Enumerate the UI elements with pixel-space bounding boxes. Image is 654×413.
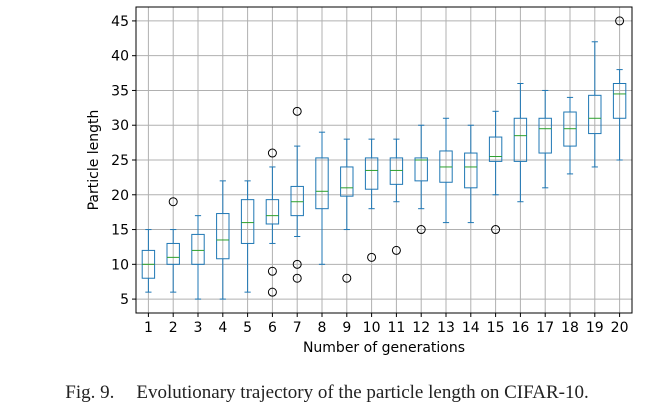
box-5 bbox=[240, 180, 255, 293]
iqr-box bbox=[389, 157, 404, 185]
x-tick-label: 20 bbox=[611, 320, 629, 336]
box-20 bbox=[612, 16, 627, 161]
outlier-point bbox=[342, 273, 352, 283]
y-tick-label: 20 bbox=[111, 188, 129, 204]
box-9 bbox=[340, 138, 354, 283]
iqr-box bbox=[513, 117, 528, 162]
x-tick-label: 7 bbox=[293, 320, 302, 336]
iqr-box bbox=[315, 157, 329, 210]
x-tick-label: 3 bbox=[194, 320, 203, 336]
x-tick-label: 13 bbox=[437, 320, 455, 336]
figure-caption: Fig. 9. Evolutionary trajectory of the pa… bbox=[0, 382, 654, 404]
box-10 bbox=[364, 138, 379, 262]
caption-label: Fig. 9. bbox=[65, 382, 115, 403]
iqr-box bbox=[340, 166, 354, 197]
x-tick-label: 17 bbox=[536, 320, 554, 336]
outlier-point bbox=[292, 273, 302, 283]
box-6 bbox=[265, 148, 280, 297]
x-tick-label: 4 bbox=[218, 320, 227, 336]
y-tick-label: 5 bbox=[120, 292, 129, 308]
outlier-point bbox=[168, 197, 178, 207]
x-tick-label: 6 bbox=[268, 320, 277, 336]
x-tick-label: 12 bbox=[412, 320, 430, 336]
box-8 bbox=[315, 131, 329, 265]
x-tick-label: 19 bbox=[586, 320, 604, 336]
x-tick-label: 1 bbox=[144, 320, 153, 336]
outlier-point bbox=[267, 148, 277, 158]
box-3 bbox=[191, 215, 205, 300]
x-tick-label: 5 bbox=[243, 320, 252, 336]
iqr-box bbox=[588, 94, 602, 135]
iqr-box bbox=[191, 233, 205, 265]
x-tick-label: 18 bbox=[561, 320, 579, 336]
y-axis-ticks: 5 10 15 20 25 30 35 40 45 bbox=[111, 14, 136, 308]
outlier-point bbox=[615, 16, 625, 26]
box-2 bbox=[166, 197, 180, 293]
y-tick-label: 10 bbox=[111, 257, 129, 273]
y-tick-label: 45 bbox=[111, 14, 129, 30]
y-tick-label: 15 bbox=[111, 223, 129, 239]
box-18 bbox=[563, 96, 577, 175]
y-tick-label: 25 bbox=[111, 153, 129, 169]
iqr-box bbox=[166, 242, 180, 265]
iqr-box bbox=[364, 157, 379, 190]
iqr-box bbox=[488, 136, 503, 162]
x-tick-label: 15 bbox=[487, 320, 505, 336]
box-1 bbox=[141, 229, 156, 293]
outlier-point bbox=[491, 225, 501, 235]
box-15 bbox=[488, 110, 503, 235]
iqr-box bbox=[265, 199, 280, 225]
outlier-point bbox=[391, 245, 401, 255]
x-tick-label: 2 bbox=[169, 320, 178, 336]
outlier-point bbox=[416, 225, 426, 235]
y-tick-label: 35 bbox=[111, 83, 129, 99]
x-tick-label: 14 bbox=[462, 320, 480, 336]
y-axis-label: Particle length bbox=[86, 110, 102, 211]
x-tick-label: 11 bbox=[387, 320, 405, 336]
box-12 bbox=[414, 124, 428, 235]
outlier-point bbox=[292, 259, 302, 269]
box-13 bbox=[439, 117, 453, 224]
box-11 bbox=[389, 138, 404, 255]
iqr-box bbox=[464, 152, 478, 189]
box-7 bbox=[290, 106, 304, 283]
caption-text: Evolutionary trajectory of the particle … bbox=[136, 382, 589, 403]
grid-lines bbox=[136, 7, 632, 313]
iqr-box bbox=[240, 199, 255, 244]
y-tick-label: 30 bbox=[111, 118, 129, 134]
box-4 bbox=[216, 180, 230, 300]
outlier-point bbox=[267, 287, 277, 297]
iqr-box bbox=[414, 157, 428, 182]
box-17 bbox=[538, 89, 552, 189]
x-tick-label: 8 bbox=[318, 320, 327, 336]
y-tick-label: 40 bbox=[111, 49, 129, 65]
x-tick-label: 10 bbox=[363, 320, 381, 336]
iqr-box bbox=[290, 185, 304, 217]
x-tick-label: 16 bbox=[511, 320, 529, 336]
box-14 bbox=[464, 124, 478, 224]
box-19 bbox=[588, 41, 602, 168]
outlier-point bbox=[292, 106, 302, 116]
iqr-box bbox=[216, 213, 230, 260]
outlier-point bbox=[267, 266, 277, 276]
iqr-box bbox=[612, 83, 627, 119]
x-axis-ticks: 1 2 3 4 5 6 7 8 9 10 11 12 13 14 15 16 17 18 19 20 bbox=[144, 313, 629, 336]
x-axis-label: Number of generations bbox=[303, 340, 465, 356]
iqr-box bbox=[538, 117, 552, 154]
box-series bbox=[141, 16, 627, 300]
box-16 bbox=[513, 83, 528, 203]
outlier-point bbox=[367, 252, 377, 262]
x-tick-label: 9 bbox=[342, 320, 351, 336]
